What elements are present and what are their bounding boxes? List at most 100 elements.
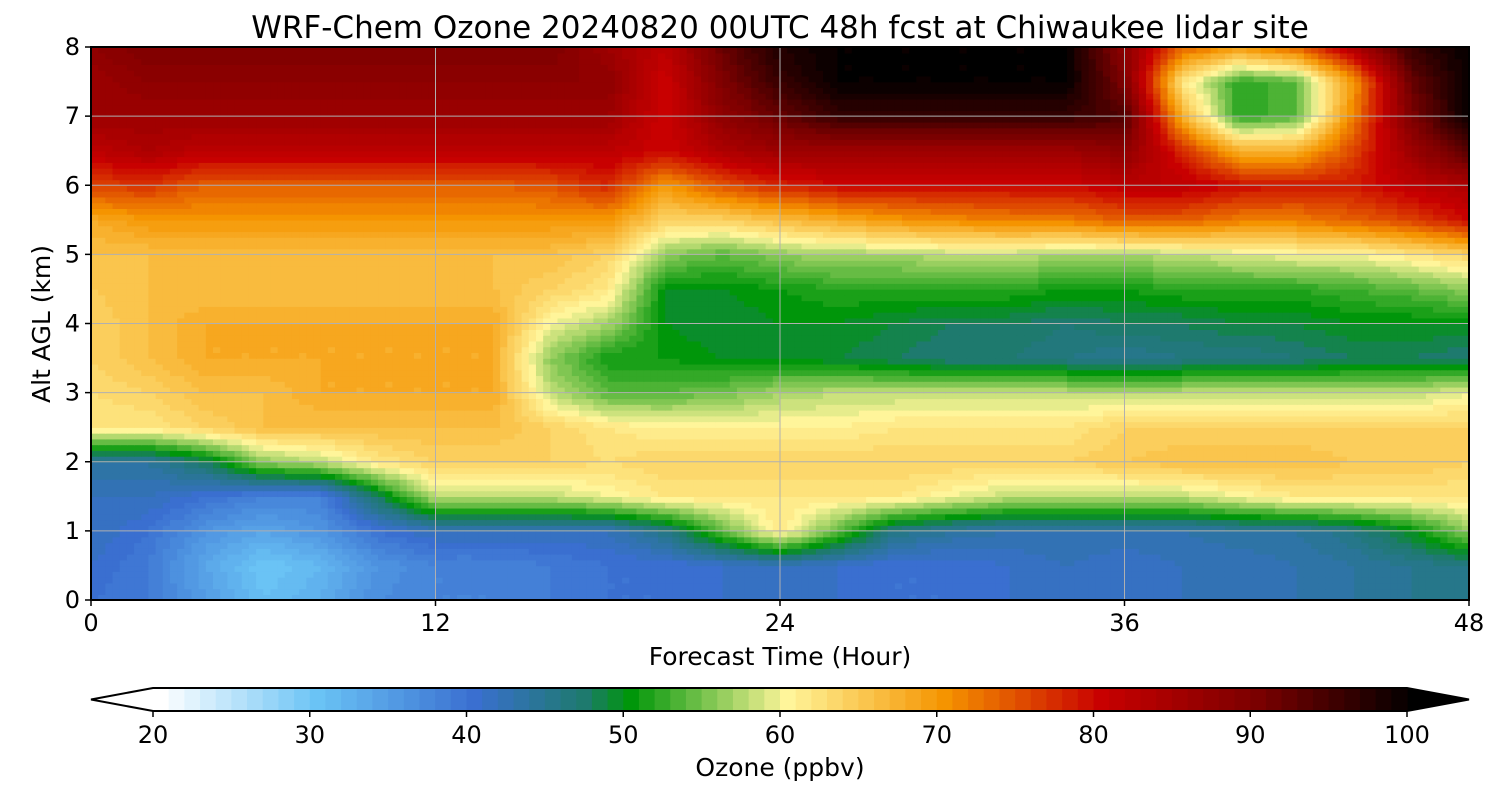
heatmap-cell: [1296, 450, 1305, 457]
heatmap-cell: [851, 473, 860, 480]
heatmap-cell: [435, 502, 444, 509]
heatmap-cell: [887, 479, 896, 486]
heatmap-cell: [471, 542, 480, 549]
heatmap-cell: [363, 576, 372, 584]
heatmap-cell: [622, 519, 630, 526]
heatmap-cell: [550, 490, 559, 498]
heatmap-cell: [815, 536, 824, 544]
heatmap-cell: [349, 479, 358, 486]
heatmap-cell: [973, 594, 982, 601]
heatmap-cell: [1346, 588, 1355, 595]
heatmap-cell: [528, 536, 537, 544]
heatmap-cell: [399, 513, 408, 521]
heatmap-cell: [356, 490, 365, 498]
heatmap-cell: [98, 525, 107, 532]
heatmap-cell: [1239, 588, 1248, 595]
heatmap-cell: [1253, 571, 1262, 578]
heatmap-cell: [858, 455, 867, 463]
heatmap-cell: [428, 455, 437, 463]
heatmap-cell: [1031, 525, 1040, 532]
heatmap-cell: [234, 490, 243, 498]
heatmap-cell: [1447, 530, 1456, 538]
heatmap-cell: [478, 513, 487, 521]
heatmap-cell: [1354, 502, 1363, 509]
heatmap-cell: [1009, 502, 1018, 509]
heatmap-cell: [191, 479, 200, 486]
heatmap-cell: [1210, 490, 1219, 498]
heatmap-cell: [327, 479, 336, 486]
heatmap-cell: [880, 594, 889, 601]
heatmap-cell: [306, 542, 315, 549]
heatmap-cell: [966, 461, 975, 469]
heatmap-cell: [701, 571, 709, 578]
heatmap-cell: [442, 507, 451, 515]
heatmap-cell: [1045, 461, 1054, 469]
heatmap-cell: [1268, 576, 1276, 584]
heatmap-cell: [858, 467, 867, 474]
heatmap-cell: [930, 553, 939, 561]
heatmap-cell: [1311, 536, 1319, 544]
heatmap-cell: [1174, 455, 1183, 463]
heatmap-cell: [1002, 530, 1011, 538]
heatmap-cell: [672, 536, 681, 544]
heatmap-cell: [995, 513, 1004, 521]
heatmap-cell: [1024, 490, 1032, 498]
heatmap-cell: [1361, 553, 1370, 561]
heatmap-cell: [1246, 530, 1255, 538]
heatmap-cell: [1325, 484, 1334, 492]
heatmap-cell: [413, 473, 422, 480]
heatmap-cell: [866, 490, 875, 498]
heatmap-cell: [1095, 565, 1104, 572]
heatmap-cell: [1246, 484, 1255, 492]
heatmap-cell: [241, 559, 250, 567]
heatmap-cell: [571, 559, 580, 567]
heatmap-cell: [284, 588, 293, 595]
heatmap-cell: [1440, 496, 1449, 503]
heatmap-cell: [607, 467, 616, 474]
heatmap-cell: [751, 496, 760, 503]
heatmap-cell: [1031, 455, 1040, 463]
heatmap-cell: [1418, 490, 1427, 498]
heatmap-cell: [550, 565, 559, 572]
heatmap-cell: [959, 496, 968, 503]
heatmap-cell: [614, 542, 623, 549]
heatmap-cell: [205, 519, 214, 526]
heatmap-cell: [880, 513, 889, 521]
heatmap-cell: [579, 530, 587, 538]
heatmap-cell: [579, 525, 587, 532]
heatmap-cell: [399, 467, 408, 474]
heatmap-cell: [342, 467, 351, 474]
heatmap-cell: [1418, 502, 1427, 509]
heatmap-cell: [1368, 559, 1377, 567]
heatmap-cell: [291, 530, 300, 538]
heatmap-cell: [1167, 594, 1176, 601]
heatmap-cell: [586, 479, 595, 486]
heatmap-cell: [751, 594, 760, 601]
heatmap-cell: [1404, 455, 1413, 463]
heatmap-cell: [1138, 484, 1147, 492]
heatmap-cell: [1024, 519, 1032, 526]
heatmap-cell: [528, 513, 537, 521]
heatmap-cell: [722, 576, 731, 584]
heatmap-cell: [858, 588, 867, 595]
heatmap-cell: [299, 530, 308, 538]
heatmap-cell: [313, 553, 322, 561]
heatmap-cell: [1418, 484, 1427, 492]
heatmap-cell: [1059, 519, 1068, 526]
heatmap-cell: [1268, 588, 1276, 595]
heatmap-cell: [736, 576, 745, 584]
heatmap-cell: [1382, 594, 1391, 601]
heatmap-cell: [1110, 496, 1119, 503]
heatmap-cell: [1146, 553, 1154, 561]
heatmap-cell: [1224, 484, 1233, 492]
heatmap-cell: [478, 473, 487, 480]
heatmap-cell: [1246, 519, 1255, 526]
heatmap-cell: [650, 553, 659, 561]
heatmap-cell: [586, 467, 595, 474]
heatmap-cell: [1102, 530, 1111, 538]
heatmap-cell: [227, 594, 236, 601]
heatmap-cell: [370, 582, 379, 590]
heatmap-cell: [492, 553, 501, 561]
heatmap-cell: [284, 455, 293, 463]
heatmap-cell: [923, 588, 932, 595]
